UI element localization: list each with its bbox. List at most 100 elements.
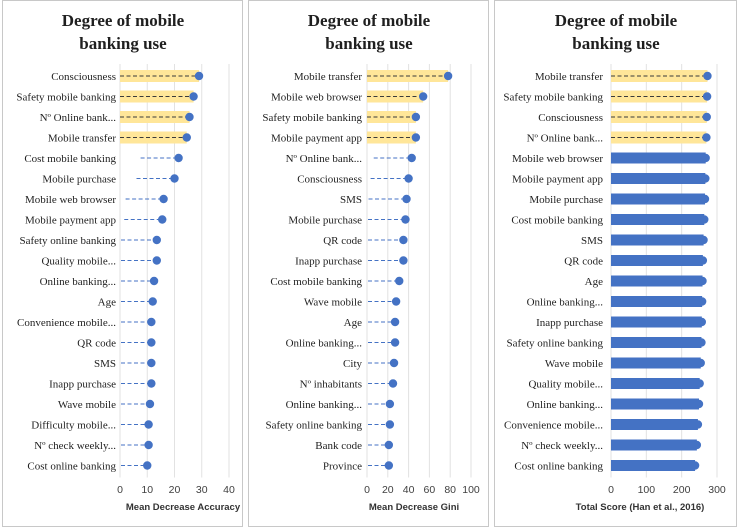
data-point bbox=[144, 440, 153, 450]
category-label: Safety online banking bbox=[506, 338, 603, 350]
chart-mean-decrease-accuracy: Degree of mobile banking use 0 10 20 30 40 Cons… bbox=[16, 11, 241, 513]
bar-end-marker bbox=[690, 461, 700, 470]
bar-end-marker bbox=[696, 358, 705, 368]
data-point bbox=[407, 153, 416, 163]
x-tick-label: 40 bbox=[403, 484, 415, 496]
category-label: SMS bbox=[581, 235, 603, 247]
category-label: Nº Online bank... bbox=[286, 153, 363, 165]
bar-end-marker bbox=[697, 317, 707, 327]
category-label: Nº check weekly... bbox=[34, 440, 116, 452]
category-label: Online banking... bbox=[286, 399, 363, 411]
panel-mean-decrease-gini: Degree of mobile banking use 0 20 40 60 80 100 M… bbox=[248, 0, 489, 527]
category-label: Convenience mobile... bbox=[504, 420, 603, 432]
category-label: Convenience mobile... bbox=[17, 317, 116, 329]
category-label: QR code bbox=[77, 338, 116, 350]
category-label: Mobile purchase bbox=[529, 194, 603, 206]
bar bbox=[611, 152, 706, 164]
x-tick-label: 200 bbox=[673, 484, 691, 496]
category-label: Online banking... bbox=[40, 276, 117, 288]
bar-end-marker bbox=[700, 215, 709, 224]
category-label: Cost online banking bbox=[514, 461, 603, 473]
category-label: Safety mobile banking bbox=[503, 92, 603, 104]
category-label: Consciousness bbox=[538, 112, 603, 124]
x-tick-label: 20 bbox=[169, 484, 181, 496]
highlight-band bbox=[367, 111, 416, 123]
category-label: Difficulty mobile... bbox=[31, 420, 116, 432]
category-label: Cost mobile banking bbox=[511, 215, 603, 227]
bar bbox=[611, 234, 704, 246]
data-point bbox=[395, 276, 404, 286]
bar bbox=[611, 439, 697, 451]
data-point bbox=[149, 276, 159, 286]
category-label: Online banking... bbox=[286, 338, 363, 350]
data-point bbox=[158, 215, 167, 224]
category-label: Mobile purchase bbox=[42, 174, 116, 186]
chart-title-line: Degree of mobile bbox=[62, 11, 185, 30]
data-point bbox=[170, 174, 179, 183]
data-point bbox=[384, 440, 394, 450]
x-tick-label: 40 bbox=[223, 484, 235, 496]
chart-title-line: Degree of mobile bbox=[555, 11, 678, 30]
data-point bbox=[147, 317, 156, 327]
bar-end-marker bbox=[692, 440, 702, 450]
bar-end-marker bbox=[693, 420, 703, 429]
data-point bbox=[401, 215, 410, 224]
x-axis-label: Total Score (Han et al., 2016) bbox=[576, 502, 705, 513]
category-label: Safety mobile banking bbox=[262, 112, 362, 124]
data-point bbox=[145, 399, 155, 409]
bar bbox=[611, 460, 696, 471]
data-point bbox=[391, 297, 401, 306]
data-point bbox=[385, 399, 395, 409]
bar bbox=[611, 296, 703, 307]
category-label: Nº Online bank... bbox=[527, 133, 604, 145]
category-label: Cost mobile banking bbox=[270, 276, 362, 288]
category-label: Nº Online bank... bbox=[40, 112, 117, 124]
category-label: Inapp purchase bbox=[49, 379, 116, 391]
x-tick-label: 100 bbox=[638, 484, 656, 496]
category-label: Mobile transfer bbox=[535, 71, 603, 83]
chart-title-line: banking use bbox=[325, 34, 413, 53]
category-label: Consciousness bbox=[51, 71, 116, 83]
category-label: SMS bbox=[340, 194, 362, 206]
data-point bbox=[702, 133, 711, 142]
category-label: Mobile payment app bbox=[512, 174, 604, 186]
chart-title-line: banking use bbox=[79, 34, 167, 53]
highlight-band bbox=[120, 90, 194, 103]
data-point bbox=[185, 112, 194, 122]
x-tick-label: 20 bbox=[382, 484, 394, 496]
x-tick-label: 80 bbox=[444, 484, 456, 496]
panel-mean-decrease-accuracy: Degree of mobile banking use 0 10 20 30 40 Cons… bbox=[2, 0, 243, 527]
category-label: Cost online banking bbox=[27, 461, 116, 473]
bar-end-marker bbox=[701, 174, 710, 183]
bar bbox=[611, 275, 703, 287]
data-point bbox=[411, 133, 421, 142]
category-label: Quality mobile... bbox=[41, 256, 116, 268]
data-point bbox=[702, 112, 711, 122]
category-label: Nº inhabitants bbox=[300, 379, 362, 391]
category-label: Mobile payment app bbox=[25, 215, 117, 227]
data-point bbox=[388, 379, 398, 388]
x-tick-label: 60 bbox=[424, 484, 436, 496]
data-point bbox=[418, 92, 428, 101]
x-axis-label: Mean Decrease Accuracy bbox=[126, 502, 241, 513]
data-point bbox=[147, 358, 156, 368]
category-label: Bank code bbox=[315, 440, 362, 452]
data-point bbox=[703, 71, 712, 81]
data-point bbox=[147, 379, 156, 388]
data-point bbox=[194, 71, 204, 81]
category-label: Mobile transfer bbox=[294, 71, 362, 83]
data-point bbox=[143, 461, 152, 470]
category-label: Mobile web browser bbox=[271, 92, 362, 104]
chart-title-line: Degree of mobile bbox=[308, 11, 431, 30]
x-tick-label: 0 bbox=[608, 484, 614, 496]
data-point bbox=[384, 461, 394, 470]
bar bbox=[611, 193, 705, 205]
category-label: Province bbox=[323, 461, 362, 473]
x-tick-label: 0 bbox=[364, 484, 370, 496]
data-point bbox=[385, 420, 395, 429]
x-tick-label: 100 bbox=[462, 484, 480, 496]
category-label: Age bbox=[344, 317, 362, 329]
category-label: Mobile payment app bbox=[271, 133, 363, 145]
category-label: Wave mobile bbox=[304, 297, 362, 309]
bar bbox=[611, 337, 702, 348]
